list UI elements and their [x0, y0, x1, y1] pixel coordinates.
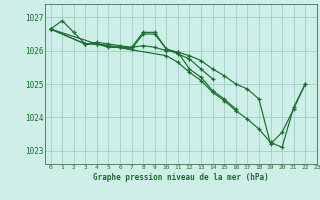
- X-axis label: Graphe pression niveau de la mer (hPa): Graphe pression niveau de la mer (hPa): [93, 173, 269, 182]
